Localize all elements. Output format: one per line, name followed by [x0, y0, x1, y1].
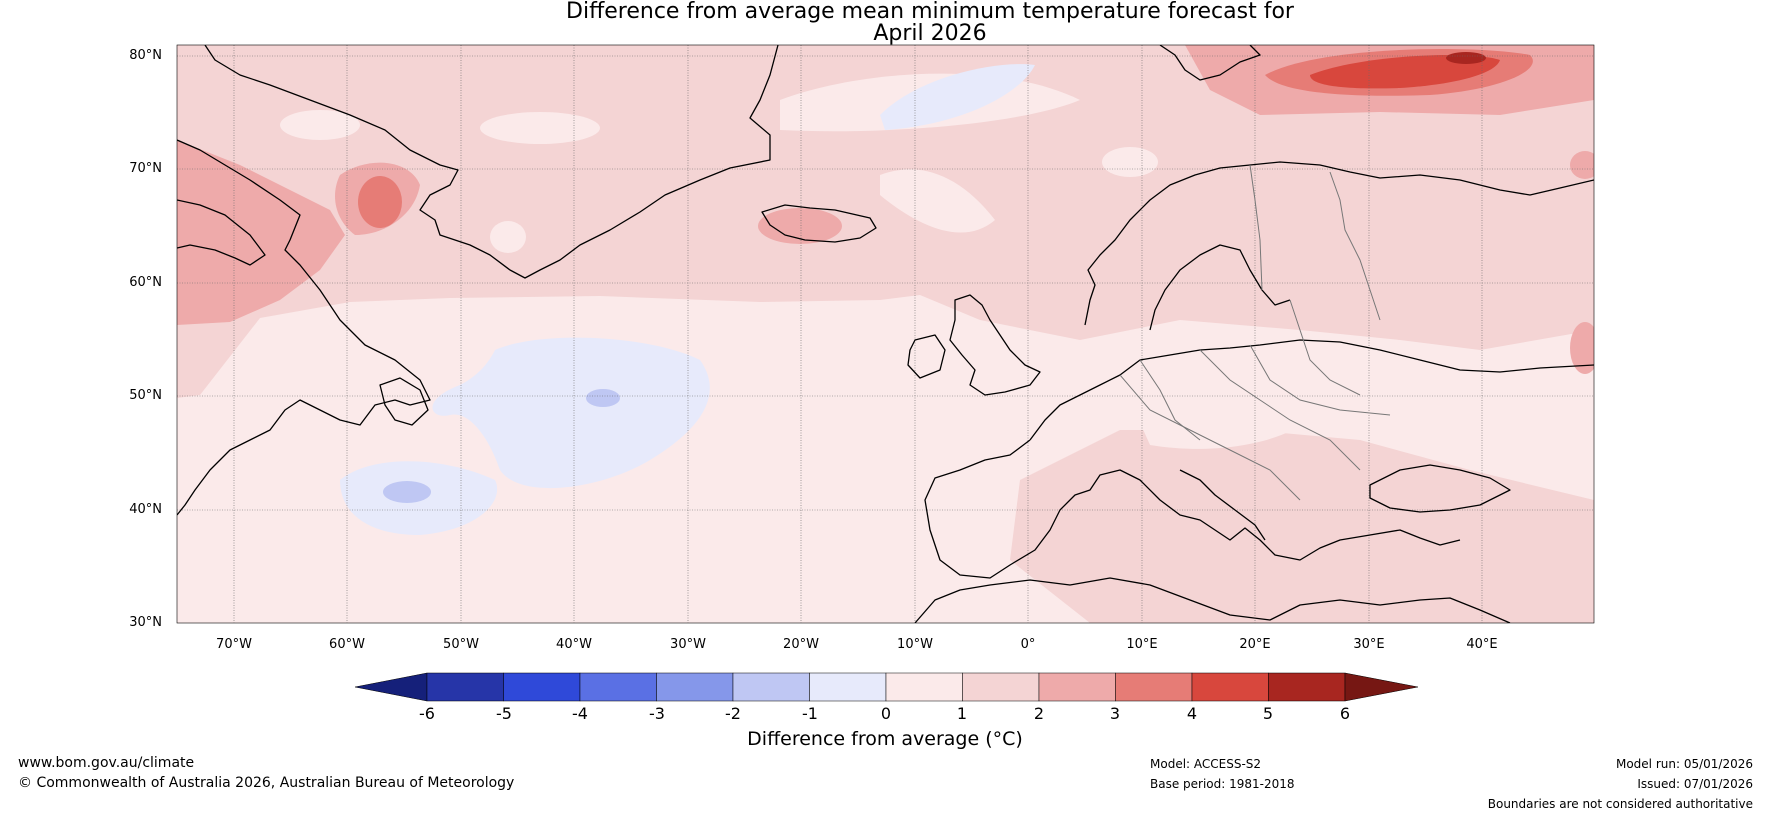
lon-label: 50°W — [443, 637, 479, 652]
colorbar-segment — [579, 672, 657, 702]
colorbar-tick: -6 — [419, 704, 435, 723]
colorbar — [354, 672, 1419, 702]
anomaly-zone-minus2-to-minus1 — [383, 481, 431, 503]
footer-base-period: Base period: 1981-2018 — [1150, 777, 1295, 791]
anomaly-zone-2-to-3-iceland — [758, 208, 842, 244]
map-frame — [176, 44, 1595, 624]
lon-label: 0° — [1020, 637, 1036, 652]
colorbar-label: Difference from average (°C) — [747, 728, 1023, 750]
lon-label: 40°W — [556, 637, 592, 652]
colorbar-tick: 2 — [1033, 704, 1045, 723]
anomaly-zone-5-to-6 — [1446, 52, 1486, 64]
colorbar-tick: 3 — [1109, 704, 1121, 723]
colorbar-tick: -1 — [802, 704, 818, 723]
lat-label: 60°N — [129, 275, 162, 290]
lon-label: 10°E — [1126, 637, 1158, 652]
colorbar-tick: 5 — [1262, 704, 1274, 723]
colorbar-segment — [809, 672, 887, 702]
footer-model-run: Model run: 05/01/2026 — [1615, 757, 1753, 771]
lat-label: 80°N — [129, 48, 162, 63]
lon-label: 60°W — [329, 637, 365, 652]
chart-title-line-1: Difference from average mean minimum tem… — [566, 0, 1294, 24]
anomaly-zone-1-to-2-south — [1010, 430, 1594, 623]
anomaly-zone-0-to-1-island — [1102, 147, 1158, 177]
colorbar-segment — [732, 672, 810, 702]
anomaly-zone-0-to-1-island — [1130, 357, 1323, 449]
footer-model: Model: ACCESS-S2 — [1150, 757, 1262, 771]
anomaly-zone-2-to-3-east — [1570, 151, 1594, 179]
lat-label: 30°N — [129, 615, 162, 630]
anomaly-zone-2-to-3-labrador — [177, 140, 345, 325]
lon-label: 30°E — [1353, 637, 1385, 652]
anomaly-zone-0-to-1-island — [480, 112, 600, 144]
colorbar-segment — [656, 672, 734, 702]
colorbar-tick: -3 — [649, 704, 665, 723]
country-borders — [1119, 164, 1391, 501]
colorbar-tick: 6 — [1339, 704, 1351, 723]
footer-issued: Issued: 07/01/2026 — [1637, 777, 1753, 791]
anomaly-zone-minus1-to-0 — [432, 337, 710, 489]
colorbar-segment — [1115, 672, 1193, 702]
colorbar-extend-high — [1344, 672, 1419, 702]
colorbar-tick: -2 — [725, 704, 741, 723]
colorbar-tick: 0 — [880, 704, 892, 723]
anomaly-zone-0-to-1-island — [490, 221, 526, 253]
footer-disclaimer: Boundaries are not considered authoritat… — [1487, 797, 1753, 811]
lat-label: 70°N — [129, 161, 162, 176]
colorbar-tick: -5 — [496, 704, 512, 723]
anomaly-zone-minus2-to-minus1 — [586, 389, 620, 407]
coastlines — [177, 45, 1594, 623]
lon-label: 20°W — [783, 637, 819, 652]
graticule — [177, 45, 1594, 623]
anomaly-zone-3-to-4 — [358, 176, 402, 228]
lat-label: 50°N — [129, 388, 162, 403]
anomaly-zone-0-to-1-island — [880, 169, 995, 233]
colorbar-tick: -4 — [572, 704, 588, 723]
colorbar-extend-low — [354, 672, 428, 702]
anomaly-zone-4-to-5 — [1310, 55, 1500, 89]
colorbar-segment — [426, 672, 504, 702]
footer-copyright: © Commonwealth of Australia 2026, Austra… — [18, 775, 515, 791]
footer-website: www.bom.gov.au/climate — [18, 755, 195, 771]
lon-label: 30°W — [670, 637, 706, 652]
anomaly-zone-minus1-to-0 — [880, 64, 1035, 130]
lon-label: 20°E — [1239, 637, 1271, 652]
colorbar-segment — [1191, 672, 1269, 702]
colorbar-tick: 1 — [956, 704, 968, 723]
colorbar-segment — [962, 672, 1040, 702]
colorbar-tick: 4 — [1186, 704, 1198, 723]
anomaly-zone-0-to-1-island — [280, 110, 360, 140]
anomaly-zone-2-to-3-east — [1570, 322, 1594, 374]
colorbar-segment — [885, 672, 963, 702]
colorbar-segment — [1268, 672, 1346, 702]
lon-label: 10°W — [897, 637, 933, 652]
lon-label: 40°E — [1466, 637, 1498, 652]
lon-label: 70°W — [216, 637, 252, 652]
chart-title-line-2: April 2026 — [873, 21, 987, 46]
colorbar-segment — [503, 672, 581, 702]
colorbar-segment — [1038, 672, 1116, 702]
lat-label: 40°N — [129, 502, 162, 517]
